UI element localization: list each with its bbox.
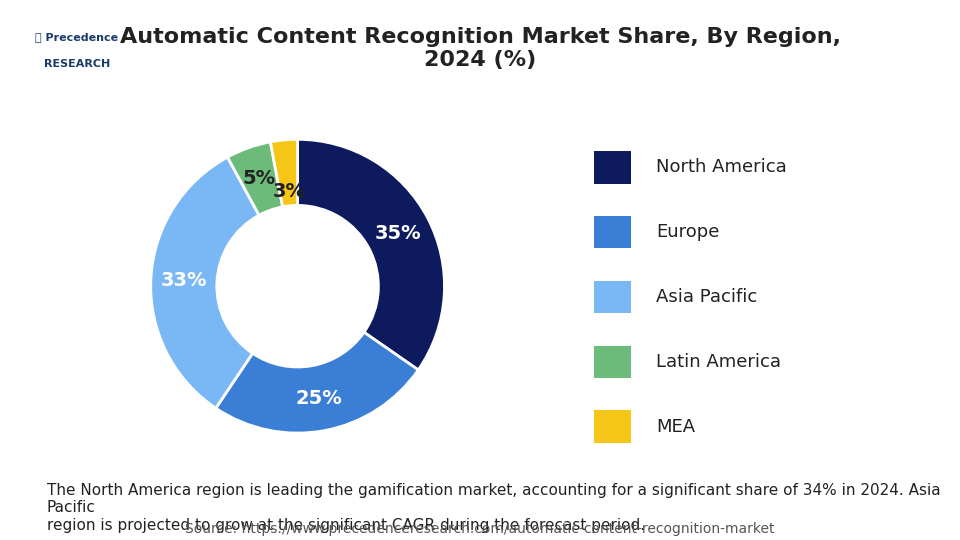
Text: Automatic Content Recognition Market Share, By Region,
2024 (%): Automatic Content Recognition Market Sha… bbox=[119, 27, 841, 70]
Text: 25%: 25% bbox=[296, 389, 342, 408]
Wedge shape bbox=[228, 142, 282, 215]
Text: ⬛ Precedence: ⬛ Precedence bbox=[36, 32, 118, 42]
FancyBboxPatch shape bbox=[594, 281, 631, 313]
Wedge shape bbox=[151, 157, 259, 408]
Text: 5%: 5% bbox=[243, 170, 276, 188]
Wedge shape bbox=[271, 139, 298, 207]
Text: MEA: MEA bbox=[657, 417, 695, 436]
Text: 3%: 3% bbox=[273, 181, 305, 201]
Wedge shape bbox=[216, 332, 419, 433]
Text: RESEARCH: RESEARCH bbox=[43, 59, 110, 69]
Text: Europe: Europe bbox=[657, 223, 720, 241]
Text: North America: North America bbox=[657, 158, 787, 177]
Text: 35%: 35% bbox=[375, 224, 421, 243]
Wedge shape bbox=[298, 139, 444, 370]
Text: 33%: 33% bbox=[160, 272, 207, 291]
Text: Asia Pacific: Asia Pacific bbox=[657, 288, 757, 306]
Text: Latin America: Latin America bbox=[657, 353, 781, 371]
FancyBboxPatch shape bbox=[594, 216, 631, 248]
FancyBboxPatch shape bbox=[594, 346, 631, 378]
Text: The North America region is leading the gamification market, accounting for a si: The North America region is leading the … bbox=[47, 483, 941, 532]
Text: Source: https://www.precedenceresearch.com/automatic-content-recognition-market: Source: https://www.precedenceresearch.c… bbox=[185, 522, 775, 536]
FancyBboxPatch shape bbox=[594, 410, 631, 443]
FancyBboxPatch shape bbox=[594, 151, 631, 184]
